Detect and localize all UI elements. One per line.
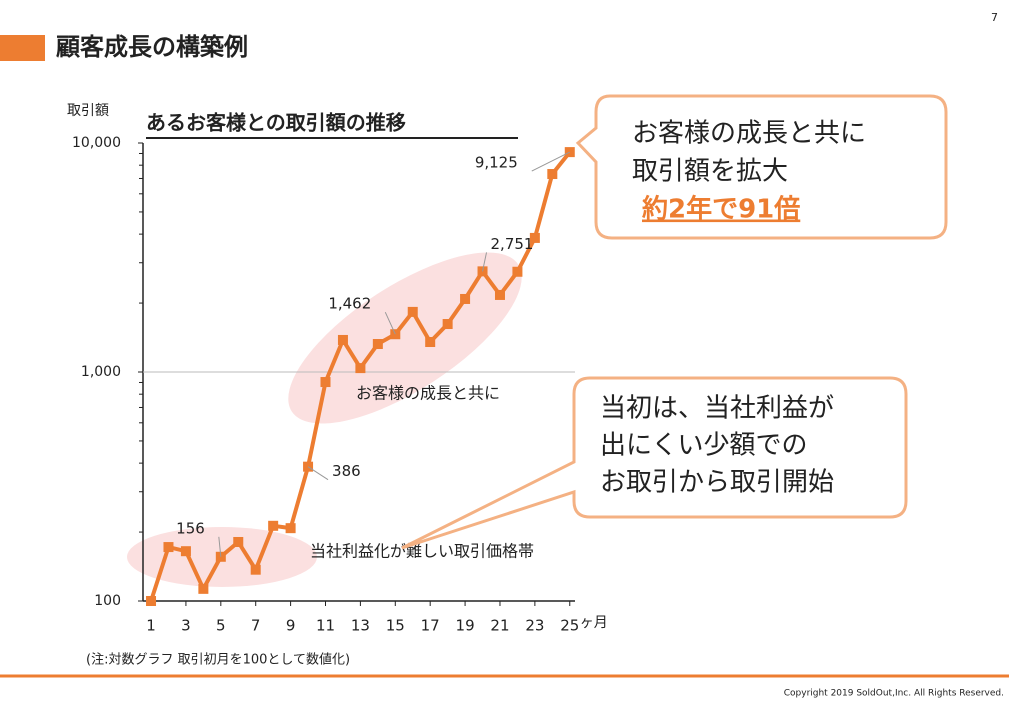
data-point [460, 293, 471, 304]
x-tick-label: 23 [525, 617, 544, 635]
x-tick-label: 9 [286, 617, 296, 635]
data-point [494, 289, 505, 300]
value-label: 2,751 [491, 235, 534, 253]
data-point [337, 334, 348, 345]
data-point [285, 523, 296, 534]
x-axis-unit: ヶ月 [580, 615, 608, 631]
callout-box [401, 376, 908, 550]
label-leader [531, 151, 570, 172]
title-marker [0, 35, 45, 61]
label-leader [218, 536, 222, 557]
data-point [372, 339, 383, 350]
x-tick-label: 17 [421, 617, 440, 635]
x-tick-label: 25 [560, 617, 579, 635]
data-point [180, 546, 191, 557]
x-tick-label: 21 [490, 617, 509, 635]
data-point [425, 337, 436, 348]
copyright: Copyright 2019 SoldOut,Inc. All Rights R… [784, 689, 1004, 699]
x-tick-label: 7 [251, 617, 261, 635]
data-point [198, 583, 209, 594]
label-leader [384, 312, 396, 335]
page-number: 7 [991, 11, 998, 24]
data-point [547, 169, 558, 180]
x-tick-label: 15 [386, 617, 405, 635]
value-label: 386 [332, 462, 361, 480]
callout-box [575, 94, 948, 240]
slide-title: 顧客成長の構築例 [56, 33, 248, 61]
data-point [320, 377, 331, 388]
callout-text: 取引額を拡大 [632, 157, 788, 187]
footnote: (注:対数グラフ 取引初月を100として数値化) [86, 652, 350, 668]
label-leader [482, 252, 488, 272]
callout-text: お客様の成長と共に [632, 119, 866, 149]
x-tick-label: 11 [316, 617, 335, 635]
data-point [268, 520, 279, 531]
data-point [146, 596, 157, 606]
value-label: 156 [176, 519, 205, 537]
y-axis-title: 取引額 [67, 103, 109, 119]
data-point [407, 306, 418, 317]
y-tick-label: 1,000 [81, 364, 121, 380]
chart-title: あるお客様との取引額の推移 [146, 111, 406, 135]
data-point [442, 319, 453, 330]
data-point [250, 564, 261, 575]
value-label: 9,125 [475, 154, 518, 172]
data-point [355, 363, 366, 374]
callout-text: お取引から取引開始 [600, 468, 834, 498]
x-tick-label: 5 [216, 617, 226, 635]
data-point [163, 542, 174, 553]
callout-highlight: 約2年で91倍 [641, 194, 800, 225]
callout-text: 当初は、当社利益が [600, 394, 834, 424]
label-leader [307, 466, 329, 481]
highlight-ellipse [288, 252, 522, 424]
y-tick-label: 10,000 [72, 135, 121, 151]
x-tick-label: 3 [181, 617, 191, 635]
annotation: お客様の成長と共に [356, 384, 500, 403]
x-tick-label: 19 [456, 617, 475, 635]
callout-text: 出にくい少額での [600, 431, 807, 461]
y-tick-label: 100 [94, 593, 121, 609]
x-tick-label: 1 [146, 617, 156, 635]
data-point [233, 536, 244, 547]
value-label: 1,462 [328, 295, 371, 313]
annotation: 当社利益化が難しい取引価格帯 [310, 542, 534, 561]
data-point [512, 266, 523, 277]
x-tick-label: 13 [351, 617, 370, 635]
data-point [529, 232, 540, 243]
